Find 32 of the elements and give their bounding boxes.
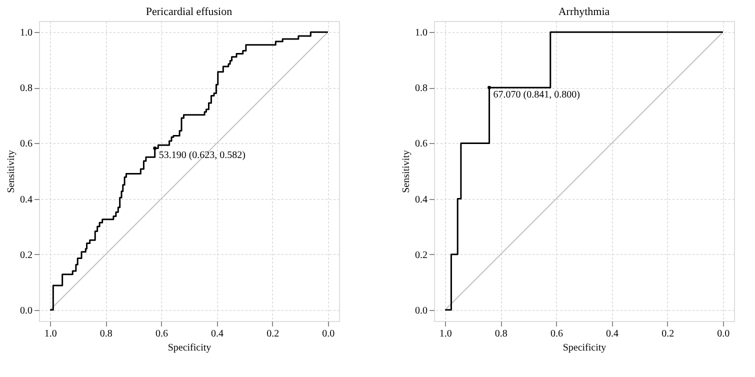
annotation: 67.070 (0.841, 0.800) xyxy=(493,90,580,101)
chart-title: Arrhythmia xyxy=(558,6,610,18)
y-axis-title: Sensitivity xyxy=(6,150,17,193)
y-tick-label: 0.8 xyxy=(20,83,32,94)
y-tick-label: 0.2 xyxy=(20,250,32,261)
y-tick-label: 1.0 xyxy=(20,28,32,39)
y-tick-label: 0.2 xyxy=(415,250,428,261)
y-tick-label: 0.0 xyxy=(415,305,428,316)
y-axis-title: Sensitivity xyxy=(401,150,412,193)
x-tick-label: 0.0 xyxy=(717,328,730,340)
x-tick-label: 0.6 xyxy=(155,328,168,340)
y-tick-label: 0.6 xyxy=(415,138,428,150)
x-tick-label: 0.4 xyxy=(211,328,224,340)
y-tick-label: 0.0 xyxy=(20,305,32,316)
x-tick-label: 1.0 xyxy=(44,328,57,340)
y-tick-label: 0.8 xyxy=(415,83,428,94)
y-tick-label: 1.0 xyxy=(415,28,428,39)
chart-title: Pericardial effusion xyxy=(146,6,233,18)
x-tick-label: 0.8 xyxy=(100,328,112,340)
x-tick-label: 0.0 xyxy=(322,328,335,340)
x-axis-title: Specificity xyxy=(562,342,606,354)
y-tick-label: 0.4 xyxy=(415,194,428,206)
y-tick-label: 0.6 xyxy=(20,138,32,150)
x-tick-label: 0.6 xyxy=(550,328,563,340)
x-tick-label: 1.0 xyxy=(439,328,452,340)
annotation: 53.190 (0.623, 0.582) xyxy=(158,150,246,162)
x-axis-title: Specificity xyxy=(168,342,212,354)
x-tick-label: 0.2 xyxy=(266,328,280,340)
y-tick-label: 0.4 xyxy=(20,194,32,206)
x-tick-label: 0.8 xyxy=(494,328,508,340)
x-tick-label: 0.4 xyxy=(606,328,619,340)
x-tick-label: 0.2 xyxy=(662,328,674,340)
